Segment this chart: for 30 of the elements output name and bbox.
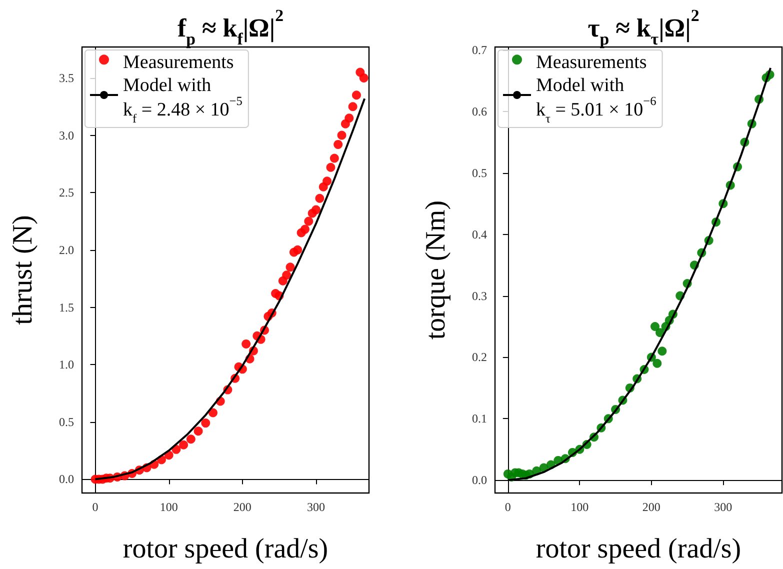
y-tick-label: 0.5 bbox=[472, 166, 487, 180]
y-tick-label: 3.0 bbox=[59, 128, 74, 142]
y-tick-label: 0.2 bbox=[472, 350, 487, 364]
legend-label: Measurements bbox=[536, 52, 647, 73]
x-axis-title: rotor speed (rad/s) bbox=[536, 534, 742, 564]
y-tick-label: 1.0 bbox=[59, 358, 74, 372]
x-axis-title: rotor speed (rad/s) bbox=[122, 534, 328, 564]
y-tick-label: 0.5 bbox=[59, 414, 74, 429]
legend-label: Measurements bbox=[123, 52, 234, 73]
y-tick-label: 2.5 bbox=[59, 186, 74, 200]
y-tick-label: 0.0 bbox=[59, 472, 74, 486]
y-axis-title: torque (Nm) bbox=[420, 200, 452, 340]
y-tick-label: 0.7 bbox=[472, 43, 487, 58]
x-tick-label: 200 bbox=[642, 500, 660, 514]
x-tick-label: 300 bbox=[714, 500, 732, 514]
y-tick-label: 3.5 bbox=[59, 70, 74, 85]
x-tick-label: 200 bbox=[233, 500, 252, 514]
y-tick-label: 1.5 bbox=[59, 300, 74, 314]
y-tick-label: 0.3 bbox=[472, 288, 487, 303]
y-tick-label: 0.1 bbox=[472, 412, 487, 426]
x-tick-label: 0 bbox=[92, 500, 98, 514]
y-tick-label: 2.0 bbox=[59, 242, 74, 257]
y-tick-label: 0.0 bbox=[472, 473, 487, 488]
x-tick-label: 100 bbox=[570, 500, 589, 514]
x-tick-label: 0 bbox=[504, 500, 511, 514]
y-axis-title: thrust (N) bbox=[8, 215, 38, 325]
x-tick-label: 300 bbox=[307, 500, 326, 514]
x-tick-label: 100 bbox=[160, 500, 178, 514]
y-tick-label: 0.6 bbox=[472, 104, 487, 119]
y-tick-label: 0.4 bbox=[472, 227, 487, 242]
